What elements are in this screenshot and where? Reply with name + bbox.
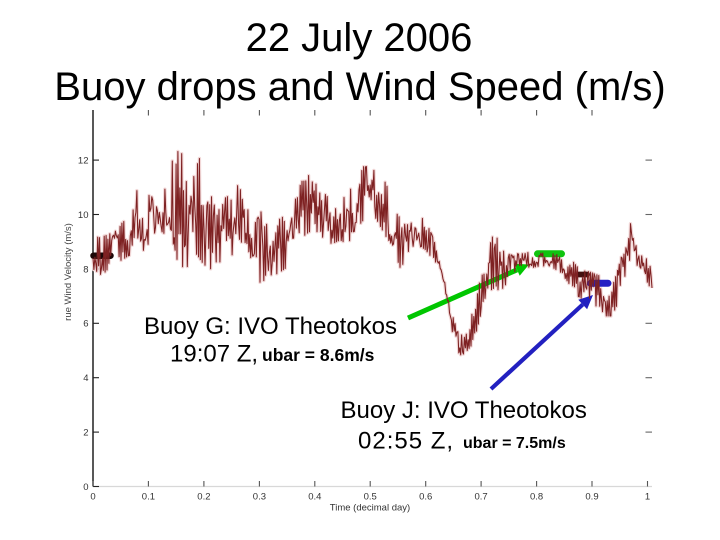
- svg-text:0.7: 0.7: [474, 492, 487, 503]
- svg-text:0.9: 0.9: [585, 492, 598, 503]
- svg-text:2: 2: [83, 428, 88, 439]
- svg-text:6: 6: [83, 319, 88, 330]
- svg-text:0: 0: [90, 492, 95, 503]
- svg-text:Buoy G: IVO Theotokos: Buoy G: IVO Theotokos: [144, 313, 397, 340]
- svg-text:8: 8: [83, 264, 88, 275]
- svg-text:10: 10: [78, 210, 89, 221]
- svg-text:ubar = 8.6m/s: ubar = 8.6m/s: [262, 345, 375, 365]
- svg-text:0.5: 0.5: [364, 492, 377, 503]
- svg-text:Buoy drops and Wind Speed (m/s: Buoy drops and Wind Speed (m/s): [54, 65, 665, 109]
- svg-text:19:07 Z,: 19:07 Z,: [170, 341, 258, 368]
- svg-text:0.8: 0.8: [530, 492, 543, 503]
- svg-text:0.1: 0.1: [142, 492, 155, 503]
- svg-text:4: 4: [83, 373, 88, 384]
- svg-text:Time (decimal day): Time (decimal day): [330, 503, 410, 514]
- svg-text:0.4: 0.4: [308, 492, 321, 503]
- svg-text:Buoy J: IVO Theotokos: Buoy J: IVO Theotokos: [341, 397, 587, 424]
- svg-text:0: 0: [83, 482, 88, 493]
- svg-text:12: 12: [78, 156, 89, 167]
- svg-text:0.3: 0.3: [253, 492, 266, 503]
- svg-text:ubar = 7.5m/s: ubar = 7.5m/s: [463, 435, 566, 452]
- svg-text:02:55 Z,: 02:55 Z,: [358, 428, 454, 455]
- svg-text:22 July 2006: 22 July 2006: [246, 16, 473, 60]
- svg-text:rue Wind Velocity (m/s): rue Wind Velocity (m/s): [63, 223, 74, 321]
- svg-text:1: 1: [645, 492, 650, 503]
- svg-text:0.6: 0.6: [419, 492, 432, 503]
- svg-text:0.2: 0.2: [197, 492, 210, 503]
